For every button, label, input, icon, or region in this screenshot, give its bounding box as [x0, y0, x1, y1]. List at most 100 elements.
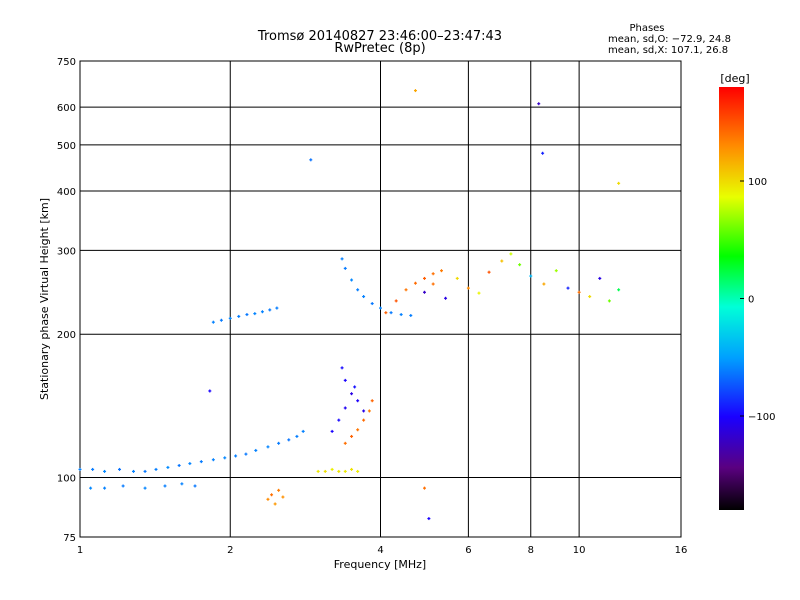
colorbar-ticks: 100 0 −100 — [740, 177, 775, 423]
data-point — [356, 428, 360, 432]
data-point — [121, 484, 125, 488]
data-point — [577, 290, 581, 294]
y-tick-label: 500 — [57, 141, 76, 152]
data-point — [399, 313, 403, 317]
data-point — [413, 89, 417, 93]
data-point — [404, 288, 408, 292]
data-point — [394, 299, 398, 303]
data-point — [566, 286, 570, 290]
chart-title: Tromsø 20140827 23:46:00–23:47:43 — [257, 29, 502, 44]
data-point — [260, 310, 264, 314]
data-point — [384, 311, 388, 315]
data-point — [166, 465, 170, 469]
data-point — [295, 434, 299, 438]
data-point — [281, 495, 285, 499]
y-tick-label: 75 — [63, 533, 76, 544]
data-point — [389, 311, 393, 315]
x-tick-label: 8 — [528, 545, 534, 556]
data-point — [362, 418, 366, 422]
data-point — [199, 460, 203, 464]
data-points — [78, 89, 621, 521]
y-tick-label: 600 — [57, 103, 76, 114]
data-point — [541, 151, 545, 155]
data-point — [154, 467, 158, 471]
data-point — [254, 448, 258, 452]
data-point — [219, 318, 223, 322]
x-tick-labels: 1 2 4 6 8 10 16 — [77, 545, 688, 556]
data-point — [211, 320, 215, 324]
data-point — [431, 282, 435, 286]
x-tick-label: 1 — [77, 545, 83, 556]
data-point — [542, 282, 546, 286]
data-point — [427, 517, 431, 521]
data-point — [617, 181, 621, 185]
data-point — [367, 409, 371, 413]
data-point — [337, 418, 341, 422]
data-point — [103, 469, 107, 473]
data-point — [431, 272, 435, 276]
grid-lines — [80, 61, 681, 537]
data-point — [350, 278, 354, 282]
y-tick-label: 750 — [57, 57, 76, 68]
data-point — [228, 316, 232, 320]
stats-heading: Phases — [629, 23, 664, 34]
data-point — [362, 295, 366, 299]
data-point — [343, 469, 347, 473]
data-point — [356, 288, 360, 292]
data-point — [273, 502, 277, 506]
data-point — [132, 469, 136, 473]
data-point — [607, 299, 611, 303]
data-point — [268, 308, 272, 312]
data-point — [444, 296, 448, 300]
data-point — [343, 406, 347, 410]
data-point — [422, 290, 426, 294]
x-tick-label: 16 — [675, 545, 688, 556]
x-tick-label: 10 — [573, 545, 586, 556]
x-tick-label: 4 — [377, 545, 383, 556]
data-point — [103, 486, 107, 490]
data-point — [518, 263, 522, 267]
data-point — [208, 389, 212, 393]
data-point — [244, 452, 248, 456]
data-point — [343, 441, 347, 445]
data-point — [370, 302, 374, 306]
data-point — [487, 270, 491, 274]
data-point — [275, 306, 279, 310]
data-point — [588, 295, 592, 299]
data-point — [409, 313, 413, 317]
colorbar-tick-label: 0 — [748, 295, 754, 306]
stats-line-o: mean, sd,O: −72.9, 24.8 — [608, 34, 731, 45]
data-point — [350, 467, 354, 471]
data-point — [234, 454, 238, 458]
y-tick-label: 400 — [57, 187, 76, 198]
data-point — [362, 409, 366, 413]
data-point — [477, 291, 481, 295]
data-point — [309, 158, 313, 162]
data-point — [350, 392, 354, 396]
data-point — [253, 312, 257, 316]
data-point — [330, 429, 334, 433]
data-point — [287, 438, 291, 442]
data-point — [163, 484, 167, 488]
data-point — [330, 467, 334, 471]
data-point — [188, 462, 192, 466]
data-point — [193, 484, 197, 488]
data-point — [422, 276, 426, 280]
data-point — [617, 288, 621, 292]
data-point — [143, 469, 147, 473]
data-point — [301, 429, 305, 433]
y-tick-labels: 75 100 200 300 400 500 600 750 — [57, 57, 76, 544]
data-point — [356, 399, 360, 403]
data-point — [370, 399, 374, 403]
chart-subtitle: RwPretec (8p) — [334, 41, 425, 56]
data-point — [323, 469, 327, 473]
data-point — [413, 281, 417, 285]
x-tick-label: 2 — [227, 545, 233, 556]
y-tick-label: 100 — [57, 474, 76, 485]
data-point — [356, 469, 360, 473]
data-point — [270, 493, 274, 497]
data-point — [89, 486, 93, 490]
y-axis-label: Stationary phase Virtual Height [km] — [38, 198, 51, 400]
data-point — [337, 469, 341, 473]
